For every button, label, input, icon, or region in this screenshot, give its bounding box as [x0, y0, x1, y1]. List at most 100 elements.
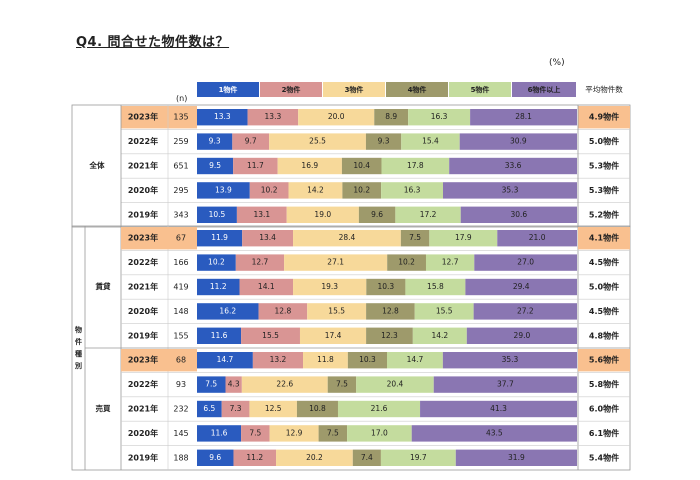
bar-value-label: 11.6 [211, 331, 228, 340]
year-highlight [121, 106, 197, 129]
row-average-value: 5.0物件 [589, 282, 619, 292]
bar-segment [365, 133, 402, 150]
average-column-header: 平均物件数 [585, 85, 623, 94]
bar-segment [341, 157, 382, 175]
bar-value-label: 21.6 [371, 404, 388, 413]
bar-segment [380, 449, 456, 466]
bar-segment [252, 352, 304, 369]
bar-value-label: 15.5 [436, 306, 453, 315]
page-title: Q4. 問合せた物件数は？ [76, 35, 230, 50]
bar-segment [411, 425, 577, 442]
bar-segment [299, 327, 367, 344]
bar-value-label: 21.0 [529, 233, 546, 242]
bar-segment [318, 425, 348, 442]
bar-segment [241, 376, 328, 393]
row-n-value: 145 [173, 429, 188, 438]
bar-value-label: 19.7 [410, 453, 427, 462]
bar-segment [408, 109, 471, 126]
group-label-char: 別 [74, 361, 82, 370]
avg-highlight [578, 106, 630, 129]
bar-value-label: 10.8 [309, 404, 326, 413]
row-n-value: 295 [173, 186, 188, 195]
bar-value-label: 10.2 [208, 258, 225, 267]
bar-value-label: 12.8 [275, 306, 292, 315]
bar-segment [420, 400, 577, 418]
bar-segment [381, 182, 443, 199]
bar-value-label: 20.0 [328, 112, 345, 121]
bar-segment [276, 449, 353, 466]
bar-segment [221, 400, 250, 418]
bar-value-label: 20.2 [306, 453, 323, 462]
bar-value-label: 7.5 [327, 428, 339, 437]
bar-segment [442, 182, 577, 199]
bar-value-label: 4.3 [228, 380, 240, 389]
legend-item: 4物件 [386, 82, 448, 97]
bar-segment [247, 109, 299, 126]
bar-segment [249, 182, 289, 199]
bar-segment [242, 230, 294, 247]
row-average-value: 5.2物件 [589, 209, 619, 219]
bar-value-label: 15.5 [328, 306, 345, 315]
avg-highlight [578, 227, 630, 250]
bar-segment [225, 376, 242, 393]
legend-item: 1物件 [197, 82, 259, 97]
bar-value-label: 10.2 [398, 258, 415, 267]
row-average-value: 6.0物件 [589, 404, 619, 414]
bar-segment [497, 230, 577, 247]
bar-value-label: 9.3 [378, 137, 390, 146]
bar-segment [197, 133, 233, 150]
subgroup-label: 賃貸 [95, 281, 111, 291]
unit-label: (%) [549, 58, 565, 68]
row-n-value: 232 [173, 405, 188, 414]
row-year-label: 2021年 [128, 404, 158, 414]
row-n-value: 148 [173, 307, 188, 316]
bar-segment [236, 206, 287, 223]
bar-value-label: 28.1 [515, 112, 532, 121]
row-year-label: 2021年 [128, 282, 158, 292]
bar-segment [459, 133, 577, 150]
legend-item: 6物件以上 [512, 82, 576, 97]
bar-segment [197, 327, 242, 344]
bar-value-label: 9.5 [209, 161, 221, 170]
bar-value-label: 13.9 [215, 185, 232, 194]
bar-segment [284, 254, 388, 271]
bar-segment [197, 400, 222, 418]
bar-value-label: 9.7 [245, 137, 257, 146]
bar-segment [356, 376, 434, 393]
group-label: 全体 [89, 160, 105, 170]
row-average-value: 5.3物件 [589, 161, 619, 171]
bar-value-label: 10.4 [353, 161, 370, 170]
row-average-value: 4.8物件 [589, 330, 619, 340]
bar-segment [197, 352, 253, 369]
bar-segment [197, 230, 243, 247]
bar-segment [235, 254, 285, 271]
bar-segment [269, 425, 319, 442]
row-year-label: 2023年 [128, 355, 158, 365]
row-n-value: 166 [173, 258, 188, 267]
bar-segment [366, 303, 415, 320]
bar-value-label: 35.3 [502, 355, 519, 364]
row-n-value: 67 [176, 234, 186, 243]
bar-value-label: 29.4 [513, 282, 530, 291]
bar-segment [298, 109, 375, 126]
bar-value-label: 14.2 [431, 331, 448, 340]
bar-segment [342, 182, 382, 199]
row-year-label: 2019年 [128, 452, 158, 462]
bar-value-label: 14.7 [407, 355, 424, 364]
bar-value-label: 7.5 [336, 380, 348, 389]
bar-segment [307, 303, 367, 320]
bar-value-label: 13.3 [265, 112, 282, 121]
bar-segment [286, 206, 359, 223]
bar-segment [352, 449, 381, 466]
row-average-value: 4.5物件 [589, 306, 619, 316]
bar-value-label: 7.5 [249, 428, 261, 437]
bar-segment [241, 327, 300, 344]
bar-segment [455, 449, 577, 466]
bar-segment [241, 425, 270, 442]
bar-value-label: 12.9 [286, 428, 303, 437]
bar-value-label: 12.7 [442, 258, 459, 267]
bar-segment [466, 327, 577, 344]
year-highlight [121, 349, 197, 372]
bar-segment [414, 303, 474, 320]
row-n-value: 188 [173, 453, 188, 462]
